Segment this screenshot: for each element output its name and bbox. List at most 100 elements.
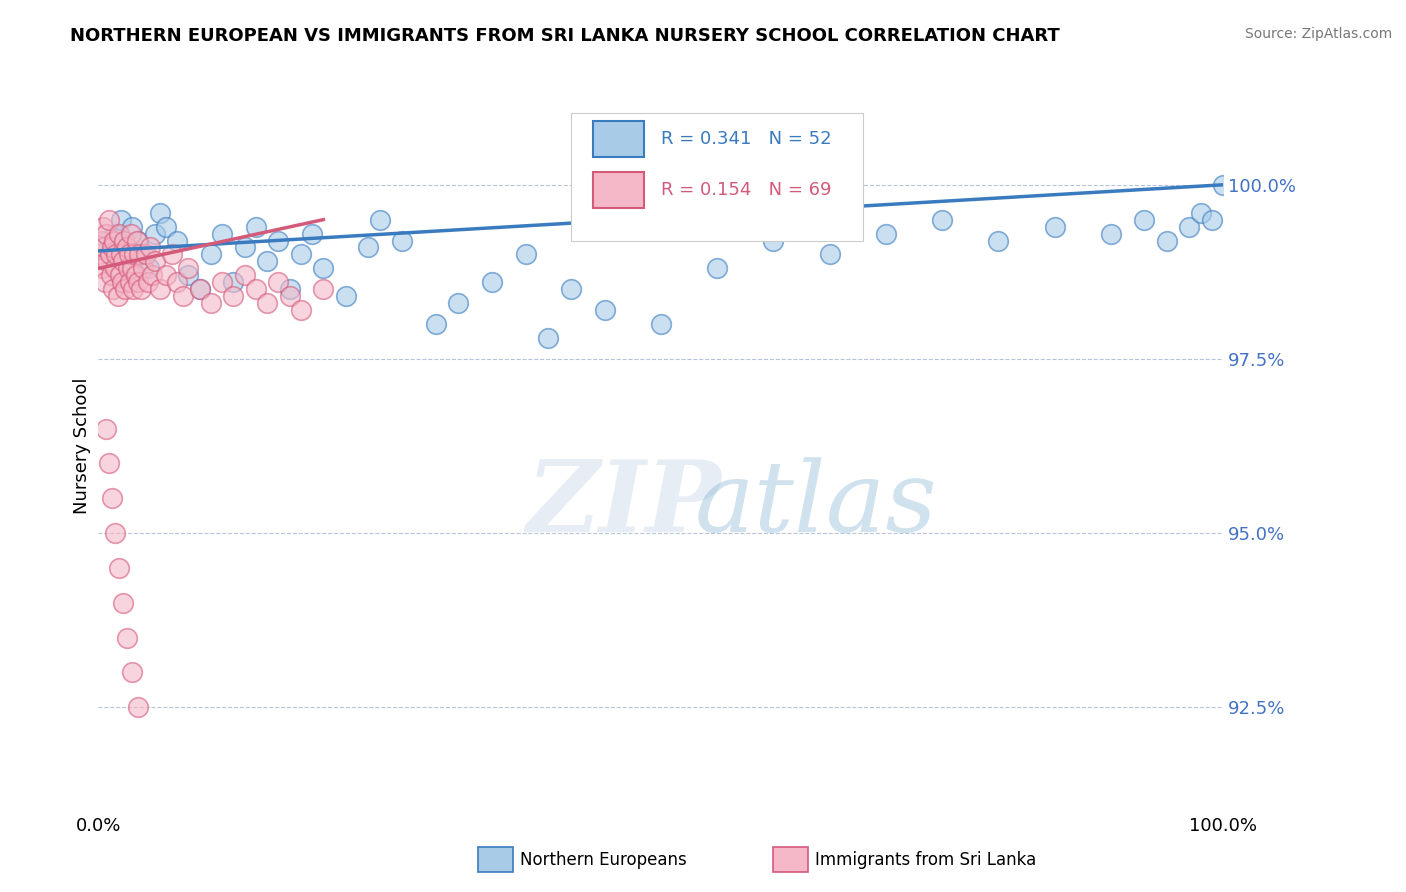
Point (96, 227, 118, 241)
Point (143, 227, 166, 241)
Point (177, 261, 200, 276)
Point (211, 227, 233, 241)
Point (425, 317, 447, 331)
Point (818, 247, 841, 261)
Bar (593, 171, 644, 208)
Point (278, 289, 301, 303)
Text: R = 0.154   N = 69: R = 0.154 N = 69 (661, 181, 831, 199)
Point (245, 219, 267, 234)
Point (107, 289, 129, 303)
FancyBboxPatch shape (571, 113, 863, 241)
Point (115, 240, 138, 254)
Point (290, 303, 312, 318)
Point (132, 247, 155, 261)
Point (211, 275, 233, 289)
Point (166, 275, 188, 289)
Point (706, 261, 728, 276)
Text: NORTHERN EUROPEAN VS IMMIGRANTS FROM SRI LANKA NURSERY SCHOOL CORRELATION CHART: NORTHERN EUROPEAN VS IMMIGRANTS FROM SRI… (70, 27, 1060, 45)
Point (650, 317, 672, 331)
Point (1212, 178, 1234, 192)
Point (481, 275, 503, 289)
Point (335, 289, 357, 303)
Point (931, 212, 953, 227)
Point (875, 227, 897, 241)
Point (97, 212, 120, 227)
Point (118, 247, 141, 261)
Text: ZIP: ZIP (526, 457, 721, 553)
Point (312, 282, 335, 296)
Point (105, 247, 128, 261)
Point (98, 247, 121, 261)
Y-axis label: Nursery School: Nursery School (73, 377, 91, 515)
Point (233, 268, 256, 283)
Point (110, 247, 132, 261)
Point (222, 289, 245, 303)
Point (560, 282, 582, 296)
Point (1133, 212, 1156, 227)
Point (127, 700, 149, 714)
Point (290, 247, 312, 261)
Point (96, 254, 118, 268)
Point (115, 240, 138, 254)
Point (987, 234, 1010, 248)
Point (122, 282, 145, 296)
Point (139, 240, 162, 254)
Point (1043, 219, 1066, 234)
Point (128, 247, 150, 261)
Point (121, 665, 143, 680)
Point (200, 296, 222, 310)
Point (301, 227, 323, 241)
Point (112, 596, 135, 610)
Point (149, 282, 172, 296)
Text: Northern Europeans: Northern Europeans (520, 851, 688, 869)
Point (172, 289, 194, 303)
Point (101, 282, 124, 296)
Point (121, 261, 143, 276)
Point (97, 457, 120, 471)
Point (141, 268, 163, 283)
Point (136, 275, 159, 289)
Point (121, 219, 143, 234)
Point (537, 331, 560, 345)
Point (188, 282, 211, 296)
Point (256, 296, 278, 310)
Point (188, 282, 211, 296)
Point (1201, 212, 1223, 227)
Point (1156, 234, 1178, 248)
Point (127, 234, 149, 248)
Point (160, 247, 183, 261)
Point (104, 526, 127, 541)
Point (447, 296, 470, 310)
Point (91, 219, 114, 234)
Point (98, 247, 121, 261)
Point (124, 247, 146, 261)
Point (1189, 205, 1212, 219)
Bar (593, 120, 644, 157)
Point (762, 234, 785, 248)
Point (177, 268, 200, 283)
Point (104, 227, 127, 241)
Point (245, 282, 267, 296)
Point (515, 247, 537, 261)
Point (1099, 227, 1122, 241)
Text: Immigrants from Sri Lanka: Immigrants from Sri Lanka (815, 851, 1036, 869)
Text: R = 0.341   N = 52: R = 0.341 N = 52 (661, 130, 831, 148)
Point (125, 234, 148, 248)
Point (127, 275, 149, 289)
Text: atlas: atlas (695, 457, 938, 552)
Point (267, 234, 290, 248)
Point (90, 234, 112, 248)
Point (117, 261, 139, 276)
Point (100, 268, 122, 283)
Text: Source: ZipAtlas.com: Source: ZipAtlas.com (1244, 27, 1392, 41)
Point (200, 247, 222, 261)
Point (357, 240, 380, 254)
Point (101, 240, 124, 254)
Point (132, 261, 155, 276)
Point (166, 234, 188, 248)
Point (267, 275, 290, 289)
Point (256, 254, 278, 268)
Point (222, 275, 245, 289)
Point (135, 247, 157, 261)
Point (143, 254, 166, 268)
